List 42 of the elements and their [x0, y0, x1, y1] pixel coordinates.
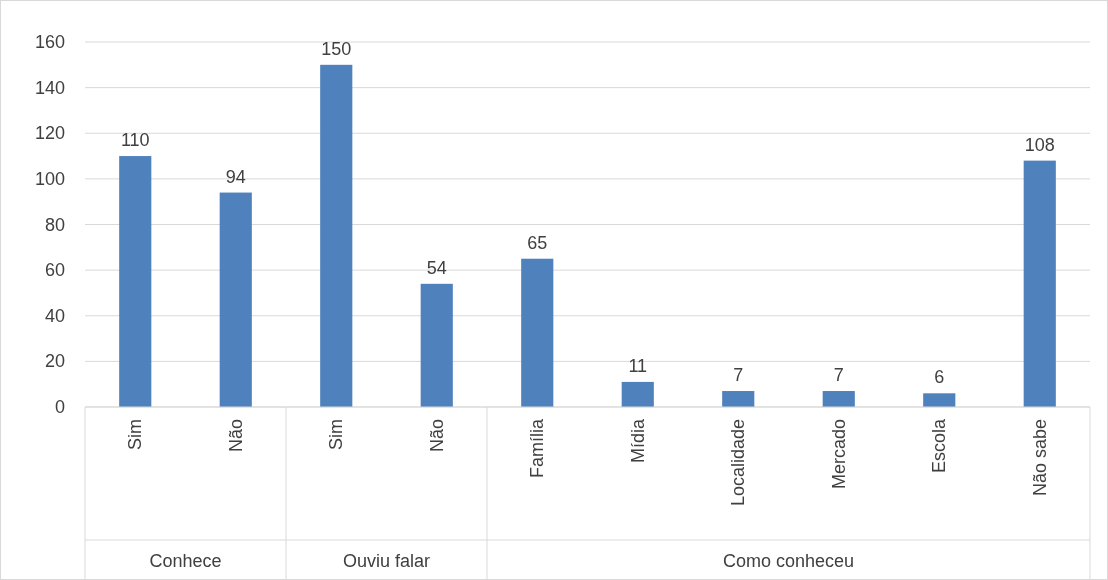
y-tick-label: 40 — [44, 305, 65, 326]
y-tick-label: 0 — [54, 397, 65, 417]
bar — [119, 156, 152, 407]
text: Conhece — [149, 551, 222, 571]
bar — [521, 258, 554, 407]
x-tick-label: Não — [225, 419, 246, 453]
x-tick-label: Sim — [125, 419, 146, 450]
bar — [1023, 160, 1056, 407]
x-tick-label: Sim — [326, 419, 347, 450]
data-label: 65 — [527, 232, 548, 253]
data-label: 11 — [628, 355, 648, 376]
bar — [621, 381, 654, 407]
text: Ouviu falar — [342, 551, 431, 571]
text: Como conheceu — [722, 551, 855, 571]
bar — [923, 393, 956, 407]
y-tick-label: 80 — [44, 214, 65, 235]
x-tick-label: Não sabe — [1029, 419, 1050, 497]
y-tick-label: 140 — [34, 77, 65, 98]
data-label: 54 — [426, 257, 447, 278]
data-label: 110 — [120, 130, 150, 151]
data-label: 150 — [321, 38, 352, 59]
data-label: 108 — [1024, 134, 1055, 155]
x-tick-label: Mercado — [828, 419, 849, 490]
bar — [420, 283, 453, 407]
data-label: 6 — [934, 367, 945, 388]
y-tick-label: 100 — [34, 168, 65, 189]
x-tick-label: Não — [426, 419, 447, 453]
x-tick-label: Família — [527, 418, 548, 479]
y-tick-label: 20 — [44, 351, 65, 372]
x-tick-label: Mídia — [627, 418, 648, 464]
y-tick-label: 160 — [34, 32, 65, 52]
bar — [822, 391, 855, 407]
data-label: 7 — [733, 365, 744, 386]
y-tick-label: 60 — [44, 260, 65, 281]
bar — [219, 192, 252, 407]
x-tick-label: Escola — [929, 418, 950, 474]
data-label: 94 — [225, 166, 246, 187]
x-tick-label: Localidade — [728, 419, 749, 507]
bar — [320, 64, 353, 407]
data-label: 7 — [833, 365, 844, 386]
bar — [722, 391, 755, 407]
y-tick-label: 120 — [34, 123, 65, 144]
